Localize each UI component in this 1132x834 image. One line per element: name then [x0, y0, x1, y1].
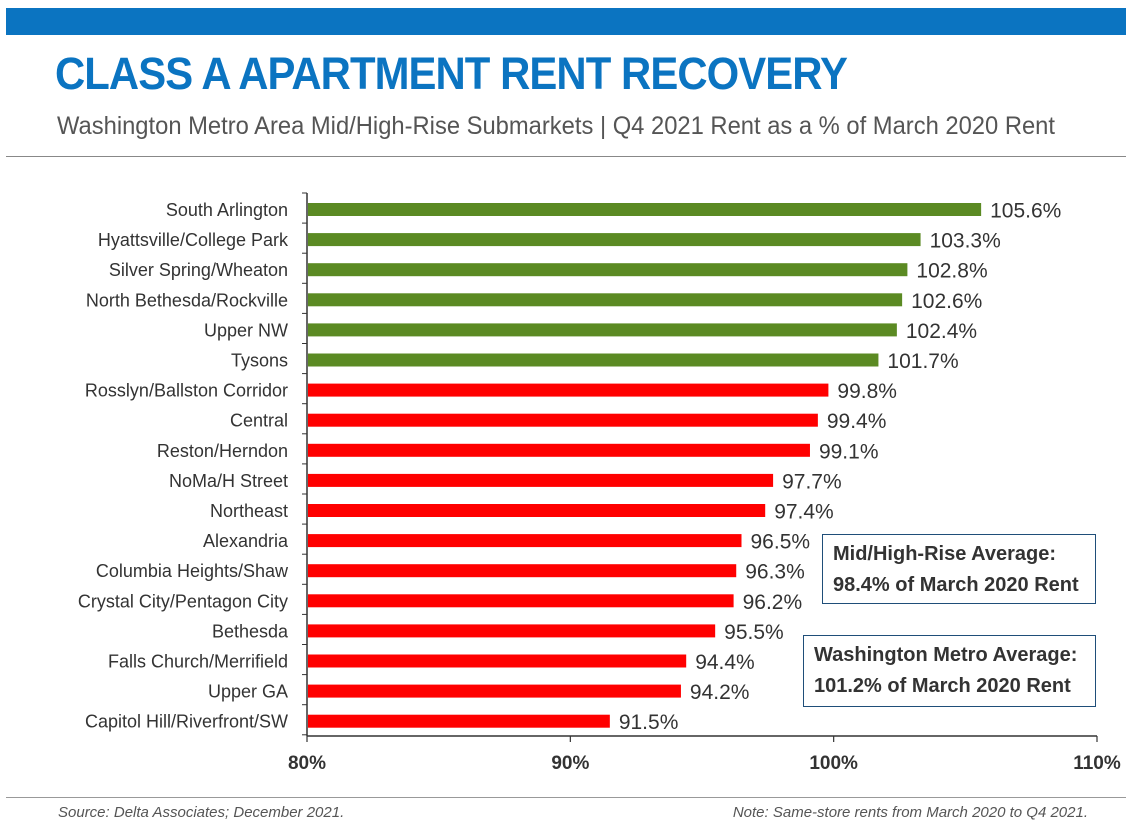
x-tick-label: 110% — [1073, 753, 1121, 774]
bar — [308, 203, 982, 216]
category-label: Reston/Herndon — [157, 441, 288, 461]
page-title: CLASS A APARTMENT RENT RECOVERY — [55, 48, 848, 99]
methodology-note: Note: Same-store rents from March 2020 t… — [732, 804, 1088, 821]
x-tick-label: 80% — [288, 753, 326, 774]
x-tick-label: 90% — [551, 753, 589, 774]
category-label: Silver Spring/Wheaton — [109, 260, 288, 280]
data-label: 94.4% — [695, 651, 755, 674]
category-label: Rosslyn/Ballston Corridor — [85, 381, 288, 401]
data-label: 99.1% — [819, 440, 879, 463]
category-label: Bethesda — [212, 621, 289, 641]
bar — [308, 624, 716, 638]
category-label: Alexandria — [203, 531, 289, 551]
category-label: Central — [230, 411, 288, 431]
data-label: 101.7% — [887, 350, 958, 373]
data-label: 97.4% — [774, 501, 834, 524]
bar — [308, 383, 829, 397]
category-label: Upper GA — [208, 682, 288, 702]
category-label: Northeast — [210, 501, 288, 521]
x-tick-label: 100% — [809, 753, 858, 774]
source-note: Source: Delta Associates; December 2021. — [58, 804, 345, 821]
category-label: Tysons — [231, 351, 288, 371]
category-label: NoMa/H Street — [169, 471, 288, 491]
bar — [308, 714, 610, 728]
data-label: 102.4% — [906, 320, 977, 343]
category-label: Upper NW — [204, 320, 288, 340]
bar — [308, 594, 734, 608]
category-label: Capitol Hill/Riverfront/SW — [85, 712, 288, 732]
callout-heading: Mid/High-Rise Average: — [833, 543, 1056, 565]
bar — [308, 564, 737, 578]
header-divider — [6, 156, 1126, 157]
data-label: 94.2% — [690, 681, 750, 704]
data-label: 95.5% — [724, 621, 784, 644]
bar — [308, 443, 810, 457]
data-label: 103.3% — [930, 230, 1001, 253]
data-label: 102.8% — [916, 260, 987, 283]
data-label: 99.4% — [827, 410, 887, 433]
callout-heading: Washington Metro Average: — [814, 644, 1078, 666]
header-accent-bar — [6, 8, 1126, 35]
metro-average-callout: Washington Metro Average: 101.2% of Marc… — [803, 635, 1096, 707]
data-label: 91.5% — [619, 711, 679, 734]
bar — [308, 684, 681, 698]
bar — [308, 654, 687, 668]
bar — [308, 504, 766, 517]
data-label: 96.3% — [745, 561, 805, 584]
bar — [308, 473, 774, 487]
category-label: Hyattsville/College Park — [98, 230, 289, 250]
data-label: 102.6% — [911, 290, 982, 313]
data-label: 96.2% — [743, 591, 803, 614]
category-label: Falls Church/Merrifield — [108, 652, 288, 672]
category-label: South Arlington — [166, 200, 288, 220]
data-label: 105.6% — [990, 200, 1061, 223]
data-label: 97.7% — [782, 470, 842, 493]
bar — [308, 534, 742, 548]
callout-value: 98.4% of March 2020 Rent — [833, 574, 1079, 596]
bar — [308, 293, 903, 307]
footer-divider — [6, 797, 1126, 798]
bar — [308, 263, 908, 277]
page-subtitle: Washington Metro Area Mid/High-Rise Subm… — [57, 112, 1055, 140]
callout-value: 101.2% of March 2020 Rent — [814, 675, 1071, 697]
bar — [308, 413, 818, 427]
mid-high-rise-average-callout: Mid/High-Rise Average: 98.4% of March 20… — [822, 534, 1096, 604]
category-label: Crystal City/Pentagon City — [78, 591, 288, 611]
bar — [308, 233, 921, 247]
data-label: 99.8% — [837, 380, 897, 403]
category-label: Columbia Heights/Shaw — [96, 561, 289, 581]
bar — [308, 353, 879, 367]
data-label: 96.5% — [751, 531, 811, 554]
bar — [308, 323, 897, 337]
category-label: North Bethesda/Rockville — [86, 290, 288, 310]
